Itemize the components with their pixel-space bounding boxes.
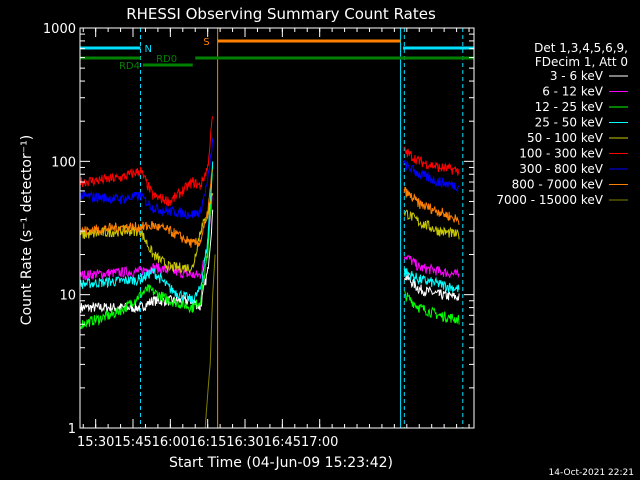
x-tick-label: 16:00 (152, 435, 189, 450)
legend-label-4: 25 - 50 keV (535, 116, 604, 130)
x-tick-label: 15:45 (114, 435, 151, 450)
y-tick-label: 10 (59, 289, 76, 304)
legend-label-7: 300 - 800 keV (519, 162, 603, 176)
x-axis-label: Start Time (04-Jun-09 15:23:42) (169, 455, 393, 471)
state-bar-label-n: N (144, 44, 151, 55)
series-line-8 (80, 169, 460, 248)
plot-frame (79, 27, 475, 429)
x-tick-label: 16:30 (226, 435, 263, 450)
x-tick-label: 17:00 (301, 435, 338, 450)
state-bar-label-s: S (203, 37, 209, 48)
legend-label-5: 50 - 100 keV (527, 131, 604, 145)
x-tick-label: 15:30 (77, 435, 114, 450)
y-tick-label: 1000 (43, 22, 76, 37)
y-axis-label: Count Rate (s⁻¹ detector⁻¹) (19, 135, 35, 325)
x-tick-label: 16:45 (264, 435, 301, 450)
state-bar-label-rd4: RD4 (119, 61, 140, 72)
series-line-2 (80, 193, 460, 281)
legend-label-8: 800 - 7000 keV (512, 178, 604, 192)
y-tick-label: 100 (51, 155, 76, 170)
series-line-5 (80, 193, 460, 274)
y-tick-label: 1 (68, 422, 76, 437)
series-line-3 (80, 165, 460, 330)
legend-label-3: 12 - 25 keV (535, 100, 604, 114)
legend-header-line-2: FDecim 1, Att 0 (535, 55, 628, 69)
x-tick-label: 16:15 (189, 435, 226, 450)
series-line-6 (80, 116, 460, 207)
state-bar-label-rd0: RD0 (156, 54, 177, 65)
series-line-9 (204, 254, 216, 429)
legend-label-6: 100 - 300 keV (519, 147, 603, 161)
footer-date: 14-Oct-2021 22:21 (549, 468, 634, 478)
chart-title: RHESSI Observing Summary Count Rates (126, 5, 436, 23)
legend-label-9: 7000 - 15000 keV (496, 193, 603, 207)
series-line-4 (80, 161, 460, 305)
series-line-7 (80, 138, 460, 220)
legend-header-line-1: Det 1,3,4,5,6,9, (534, 41, 628, 55)
legend-label-1: 3 - 6 keV (550, 69, 604, 83)
legend-label-2: 6 - 12 keV (542, 85, 604, 99)
